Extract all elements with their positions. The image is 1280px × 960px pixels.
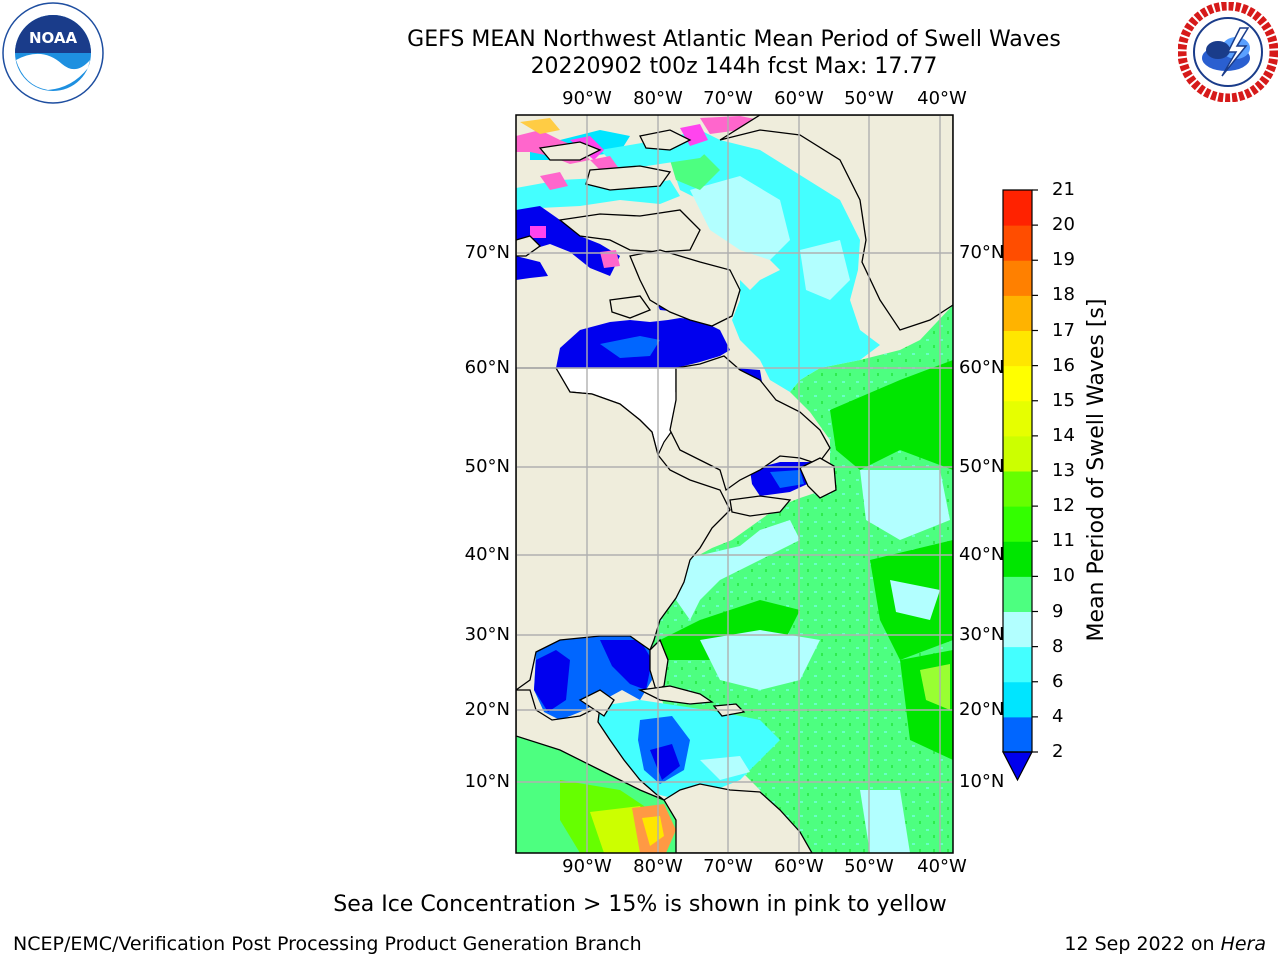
colorbar-segment [1003,225,1032,261]
chart-title: GEFS MEAN Northwest Atlantic Mean Period… [407,27,1061,52]
colorbar-segment [1003,330,1032,367]
colorbar-segment [1003,681,1032,718]
lon-label-top: 60°W [774,88,824,109]
colorbar-tick-label: 10 [1052,565,1075,587]
nws-logo-icon [1178,2,1278,102]
colorbar-segment [1003,400,1032,437]
colorbar-tick-label: 4 [1052,705,1064,727]
coastlines [516,115,953,853]
lon-label-top: 50°W [844,88,894,109]
colorbar-tick-label: 12 [1052,495,1075,517]
colorbar-tick-label: 18 [1052,284,1075,306]
lon-label-top: 90°W [562,88,612,109]
lat-label-right: 30°N [959,624,1005,645]
colorbar-tick-label: 6 [1052,670,1064,692]
colorbar-segment [1003,365,1032,402]
colorbar-segment [1003,646,1032,683]
lat-label-left: 70°N [464,242,510,263]
colorbar-segment [1003,471,1032,507]
lat-label-right: 10°N [959,771,1005,792]
lat-label-left: 40°N [464,544,510,565]
lon-label-bottom: 60°W [774,856,824,877]
colorbar-segment [1003,190,1032,226]
lat-label-right: 70°N [959,242,1005,263]
colorbar-segment [1003,541,1032,577]
lon-label-bottom: 80°W [633,856,683,877]
lon-label-top: 80°W [633,88,683,109]
colorbar-segment [1003,260,1032,296]
lat-label-right: 40°N [959,544,1005,565]
run-date: 12 Sep 2022 on Hera [1064,933,1266,955]
colorbar-segment [1003,611,1032,648]
lon-label-bottom: 50°W [844,856,894,877]
lon-label-bottom: 40°W [917,856,967,877]
colorbar-tick-label: 17 [1052,319,1075,341]
colorbar-tick-label: 8 [1052,635,1064,657]
noaa-logo-icon: NOAA [2,2,104,104]
colorbar-segment [1003,506,1032,542]
chart-subtitle: 20220902 t00z 144h fcst Max: 17.77 [530,54,938,79]
credit-text: NCEP/EMC/Verification Post Processing Pr… [13,933,642,955]
lat-label-left: 30°N [464,624,510,645]
colorbar-segment [1003,576,1032,612]
colorbar-tick-label: 2 [1052,741,1064,762]
colorbar-tick-label: 11 [1052,530,1075,552]
map-frame [515,114,954,854]
lon-label-bottom: 70°W [703,856,753,877]
colorbar-under-arrow [1002,751,1033,782]
lat-label-left: 20°N [464,699,510,720]
graticule [516,115,953,853]
host-name: Hera [1220,933,1266,955]
colorbar-label: Mean Period of Swell Waves [s] [1084,298,1109,642]
colorbar-tick-label: 16 [1052,354,1075,376]
run-date-text: 12 Sep 2022 on [1064,933,1221,955]
colorbar-tick-label: 21 [1052,179,1075,200]
colorbar-tick-label: 15 [1052,389,1075,411]
colorbar-tick-label: 9 [1052,600,1064,622]
lon-label-top: 70°W [703,88,753,109]
lat-label-left: 50°N [464,456,510,477]
lat-label-right: 50°N [959,456,1005,477]
colorbar-segment [1003,435,1032,472]
colorbar-segment [1003,716,1032,753]
colorbar-tick-label: 14 [1052,424,1075,446]
colorbar-tick-label: 20 [1052,214,1075,236]
lon-label-bottom: 90°W [562,856,612,877]
lat-label-left: 10°N [464,771,510,792]
colorbar-tick-label: 13 [1052,460,1075,481]
noaa-logo-text: NOAA [29,29,78,47]
lat-label-left: 60°N [464,357,510,378]
colorbar-tick-label: 19 [1052,249,1075,271]
sea-ice-note: Sea Ice Concentration > 15% is shown in … [333,892,947,917]
colorbar-segment [1003,295,1032,331]
colorbar [1002,189,1038,782]
lon-label-top: 40°W [917,88,967,109]
lat-label-right: 20°N [959,699,1005,720]
lat-label-right: 60°N [959,357,1005,378]
